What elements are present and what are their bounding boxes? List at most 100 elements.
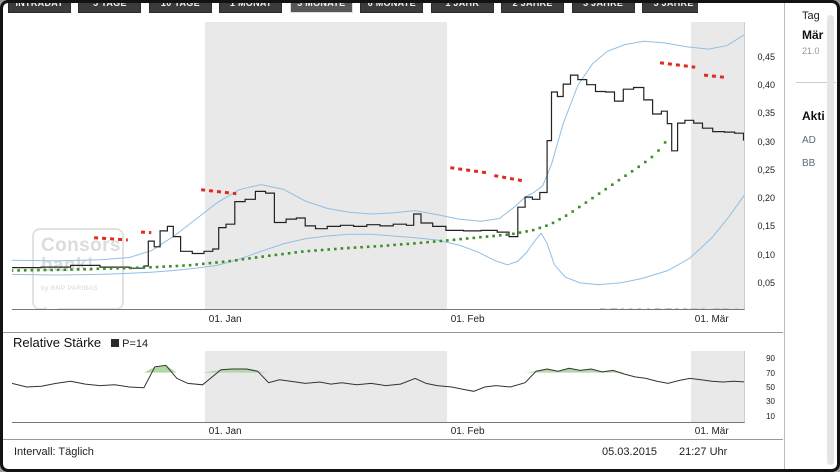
ma-dot: [591, 196, 594, 200]
ma-dot: [492, 234, 495, 238]
ma-dot: [558, 218, 561, 221]
sar-marks: [93, 236, 128, 242]
ma-dot: [366, 245, 370, 249]
month-shading-band: [690, 351, 744, 422]
footer-time: 21:27 Uhr: [679, 446, 728, 458]
y-axis-label: 0,40: [757, 80, 775, 91]
ma-dot: [221, 260, 225, 264]
ma-dot: [175, 264, 179, 268]
ma-dot: [419, 241, 423, 245]
ma-dot: [89, 267, 93, 271]
y-axis-label: 0,30: [757, 136, 775, 147]
ma-dot: [637, 165, 640, 169]
y-axis-label: 10: [766, 411, 775, 421]
ma-dot: [472, 236, 476, 240]
sidebar-date-label: 21.0: [802, 46, 820, 56]
rsi-header: Relative Stärke P=14: [13, 335, 148, 350]
y-axis-label: 90: [766, 354, 775, 364]
ma-dot: [188, 263, 192, 267]
y-axis-label: 0,15: [757, 221, 775, 232]
ma-dot: [597, 192, 601, 195]
x-axis-label: 01. Jan: [208, 314, 242, 325]
ma-dot: [307, 249, 311, 253]
ma-dot: [340, 247, 344, 250]
ma-dot: [254, 256, 258, 259]
toolbar-button-6-monate[interactable]: 6 MONATE: [360, 3, 424, 13]
y-axis-label: 0,10: [757, 249, 775, 260]
panel-separator-top: [3, 332, 783, 333]
panel-separator-bottom: [3, 439, 783, 440]
y-axis-label: 0,05: [757, 277, 775, 288]
ma-dot: [235, 259, 238, 262]
bollinger-upper: [12, 34, 744, 262]
ma-dot: [360, 245, 363, 249]
sidebar-indicator-ad[interactable]: AD: [802, 135, 816, 146]
ma-dot: [208, 261, 212, 265]
instrument-id-watermark: DE000ADZ22E3 FRA: [557, 305, 742, 309]
sidebar-section-divider: [796, 82, 836, 83]
toolbar-button-3-monate[interactable]: 3 MONATE: [289, 3, 353, 13]
price-chart[interactable]: Consors bank! by BNP PARIBAS DE000ADZ22E…: [12, 22, 745, 310]
period-toolbar: INTRADAY 5 TAGE 10 TAGE 1 MONAT 3 MONATE…: [8, 3, 698, 13]
ma-dot: [301, 250, 304, 253]
sidebar-month-label: Mär: [802, 28, 824, 42]
toolbar-button-intraday[interactable]: INTRADAY: [8, 3, 71, 13]
ma-dot: [663, 141, 667, 144]
ma-dot: [380, 244, 383, 248]
ma-dot: [241, 258, 245, 261]
rsi-line: [12, 364, 744, 392]
y-axis-label: 50: [766, 383, 775, 392]
sar-marks: [703, 73, 725, 79]
toolbar-button-1-jahr[interactable]: 1 JAHR: [430, 3, 494, 13]
ma-dot: [261, 255, 264, 258]
toolbar-button-5-tage[interactable]: 5 TAGE: [78, 3, 142, 13]
y-axis-label: 70: [766, 368, 775, 378]
ma-dot: [485, 235, 489, 238]
ma-dot: [287, 252, 291, 255]
ma-dot: [334, 247, 337, 251]
ma-dot: [248, 257, 251, 260]
ma-dot: [314, 249, 317, 252]
ma-dot: [459, 237, 462, 241]
rsi-legend-label: P=14: [122, 338, 149, 350]
month-shading-band: [690, 22, 744, 309]
toolbar-button-5-jahre[interactable]: 5 JAHRE: [642, 3, 698, 13]
scrollbar[interactable]: [827, 15, 834, 465]
sidebar-indicator-bb[interactable]: BB: [802, 158, 816, 169]
main-chart-svg: [12, 34, 744, 286]
ma-dot: [149, 266, 152, 269]
toolbar-button-1-monat[interactable]: 1 MONAT: [219, 3, 283, 13]
ma-dot: [644, 160, 647, 164]
sidebar-divider: [784, 3, 785, 469]
x-axis-label: 01. Jan: [208, 426, 242, 437]
main-chart-bands: [12, 22, 744, 309]
toolbar-button-10-tage[interactable]: 10 TAGE: [148, 3, 212, 13]
ma-dot: [12, 269, 14, 272]
ma-dot: [122, 266, 126, 270]
toolbar-button-3-jahre[interactable]: 3 JAHRE: [571, 3, 635, 13]
ma-dot: [604, 187, 607, 191]
ma-dot: [465, 237, 469, 240]
ma-dot: [413, 242, 416, 245]
rsi-y-axis: 90 70 50 30 10: [747, 351, 781, 423]
price-x-axis: 01. Jan 01. Feb 01. Mär: [12, 314, 745, 327]
ma-dot: [268, 254, 271, 257]
ma-dot: [116, 267, 119, 270]
ma-dot: [657, 149, 660, 152]
ma-dot: [281, 252, 284, 256]
ma-dot: [155, 265, 159, 269]
ma-dot: [650, 155, 654, 159]
rsi-chart[interactable]: [12, 351, 745, 423]
ma-dot: [564, 214, 568, 217]
ma-dot: [571, 210, 574, 213]
bollinger-lower: [12, 194, 744, 286]
x-axis-label: 01. Mär: [694, 314, 729, 325]
ma-dot: [624, 174, 627, 177]
ma-dot: [109, 267, 113, 270]
y-axis-label: 0,35: [757, 108, 775, 119]
ma-dot: [17, 269, 20, 272]
ma-dot: [446, 239, 449, 242]
sidebar-section-title: Akti: [802, 109, 825, 123]
toolbar-button-2-jahre[interactable]: 2 JAHRE: [501, 3, 565, 13]
rsi-title: Relative Stärke: [13, 335, 102, 350]
